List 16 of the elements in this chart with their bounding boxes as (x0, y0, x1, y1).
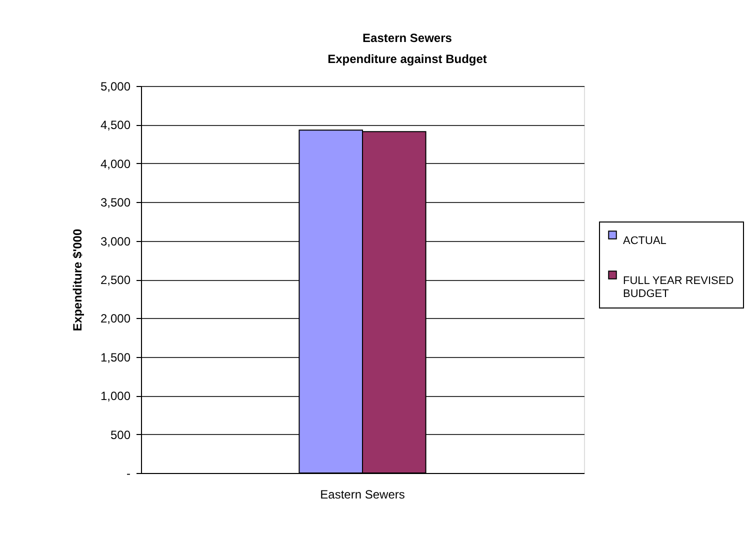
y-tick-label: 500 (110, 428, 131, 442)
chart-title: Eastern Sewers (362, 31, 452, 45)
y-axis-title: Expenditure $'000 (70, 228, 84, 332)
legend-label: ACTUAL (623, 234, 666, 247)
y-tick-label: 5,000 (100, 80, 131, 94)
y-tick-label: 4,000 (100, 156, 131, 171)
y-tick-label: - (126, 466, 130, 480)
chart-subtitle: Expenditure against Budget (328, 52, 487, 66)
y-tick-label: 1,000 (100, 389, 131, 404)
legend-label: FULL YEAR REVISED BUDGET (623, 274, 734, 300)
y-tick-label: 2,000 (100, 312, 131, 326)
y-tick-label: 3,000 (100, 234, 131, 248)
y-tick-label: 4,500 (100, 118, 131, 132)
y-tick-label: 2,500 (100, 273, 131, 287)
y-tick-label: 1,500 (100, 350, 131, 364)
y-tick-label: 3,500 (100, 196, 131, 210)
